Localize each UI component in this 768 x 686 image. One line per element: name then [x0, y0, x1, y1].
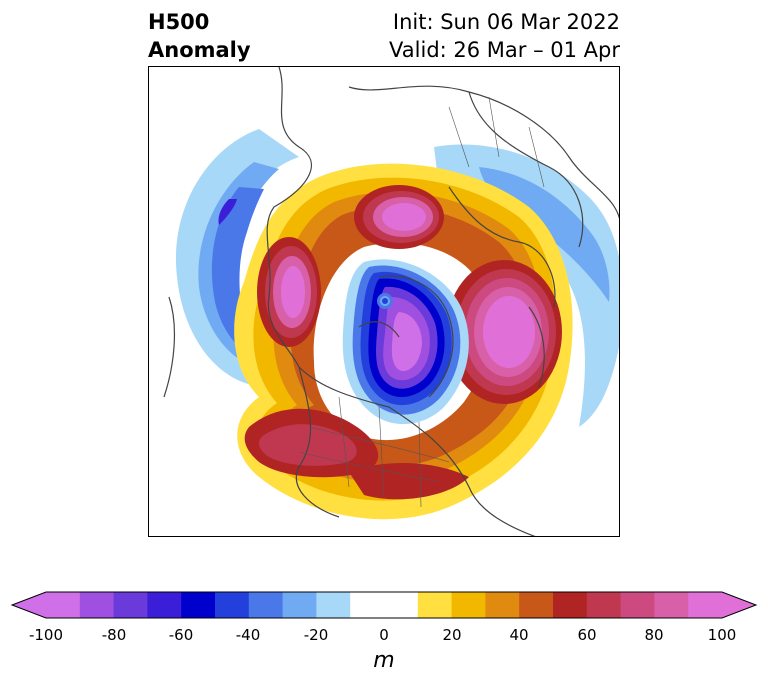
colorbar-bin: [181, 592, 216, 618]
colorbar-bin: [79, 592, 115, 618]
colorbar-bin: [654, 592, 689, 618]
colorbar-tick: 100: [707, 626, 737, 644]
colorbar-unit: m: [373, 648, 395, 673]
colorbar-extend-min: [12, 592, 46, 618]
colorbar-bin: [46, 592, 81, 618]
colorbar-bin: [553, 592, 588, 618]
colorbar-tick: 0: [379, 626, 389, 644]
colorbar-bin: [688, 592, 723, 618]
colorbar-tick: -80: [101, 626, 127, 644]
colorbar-bin: [248, 592, 284, 618]
valid-time: Valid: 26 Mar – 01 Apr: [389, 38, 620, 62]
colorbar-bin: [417, 592, 453, 618]
colorbar-tick: -60: [168, 626, 194, 644]
trough-west: [175, 129, 299, 387]
colorbar-tick: 80: [644, 626, 664, 644]
init-time: Init: Sun 06 Mar 2022: [392, 10, 620, 34]
colorbar-bin: [451, 592, 486, 618]
colorbar-bin: [147, 592, 182, 618]
colorbar-bin: [519, 592, 554, 618]
colorbar-tick: 40: [509, 626, 529, 644]
colorbar: [10, 591, 758, 619]
colorbar-tick: -20: [303, 626, 329, 644]
colorbar-bin: [620, 592, 655, 618]
colorbar-bin: [282, 592, 317, 618]
anomaly-map: [148, 66, 620, 537]
colorbar-bin: [350, 592, 419, 618]
colorbar-bin: [215, 592, 250, 618]
coastlines: [163, 67, 619, 536]
colorbar-ticks: -100 -80 -60 -40 -20 0 20 40 60 80 100: [0, 626, 768, 646]
colorbar-bin: [586, 592, 622, 618]
colorbar-tick: -40: [235, 626, 261, 644]
colorbar-tick: 60: [577, 626, 597, 644]
title-line1: H500: [148, 10, 210, 34]
anomaly-map-svg: [163, 67, 619, 536]
colorbar-bin: [485, 592, 520, 618]
colorbar-bin: [316, 592, 351, 618]
polar-low: [342, 259, 469, 425]
borders: [298, 96, 545, 508]
colorbar-tick: -100: [28, 626, 64, 644]
title-line2: Anomaly: [148, 38, 251, 62]
ridge-centers: [244, 185, 562, 500]
forecast-times: Init: Sun 06 Mar 2022 Valid: 26 Mar – 01…: [389, 8, 620, 64]
colorbar-bin: [113, 592, 148, 618]
colorbar-extend-max: [722, 592, 756, 618]
map-title: H500 Anomaly: [148, 8, 251, 64]
colorbar-tick: 20: [442, 626, 462, 644]
